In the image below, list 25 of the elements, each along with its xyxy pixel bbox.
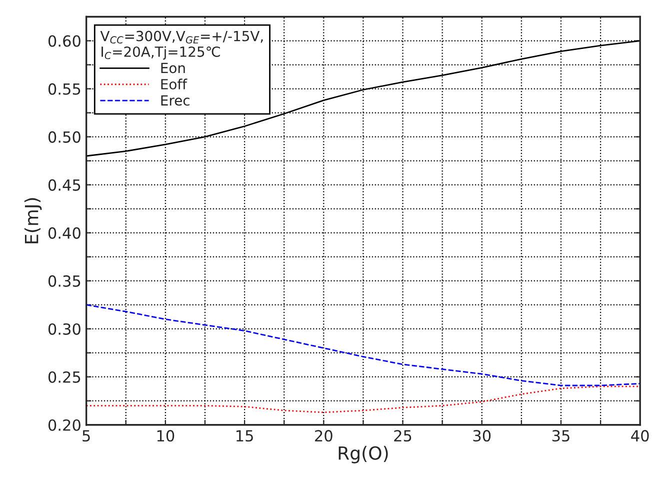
y-tick-label: 0.40 bbox=[48, 227, 80, 239]
x-tick-label: 5 bbox=[82, 430, 90, 442]
text: V$_{CC}$=300V,V$_{GE}$=+/-15V, I$_{C}$=20A,Tj=125℃ bbox=[100, 30, 263, 60]
line-series bbox=[86, 304, 640, 386]
line-series bbox=[86, 386, 640, 414]
legend-label: Eoff bbox=[161, 78, 188, 90]
x-tick-label: 35 bbox=[552, 430, 570, 442]
x-axis-title: Rg(O) bbox=[338, 446, 388, 464]
y-tick-label: 0.25 bbox=[48, 371, 80, 383]
x-tick-label: 25 bbox=[394, 430, 412, 442]
y-tick-label: 0.35 bbox=[48, 275, 80, 287]
y-tick-label: 0.20 bbox=[48, 419, 80, 431]
y-tick-label: 0.30 bbox=[48, 323, 80, 335]
legend-label: Erec bbox=[161, 95, 190, 106]
y-tick-label: 0.45 bbox=[48, 179, 80, 191]
x-tick-label: 15 bbox=[236, 430, 253, 442]
x-tick-label: 20 bbox=[315, 430, 332, 442]
y-axis-title: E(mJ) bbox=[24, 198, 42, 244]
y-tick-label: 0.55 bbox=[48, 83, 80, 95]
x-tick-label: 10 bbox=[157, 430, 174, 442]
legend-label: Eon bbox=[161, 62, 185, 74]
y-tick-label: 0.50 bbox=[48, 131, 80, 143]
y-tick-label: 0.60 bbox=[48, 35, 80, 47]
x-tick-label: 30 bbox=[473, 430, 491, 442]
x-tick-label: 40 bbox=[631, 430, 649, 442]
